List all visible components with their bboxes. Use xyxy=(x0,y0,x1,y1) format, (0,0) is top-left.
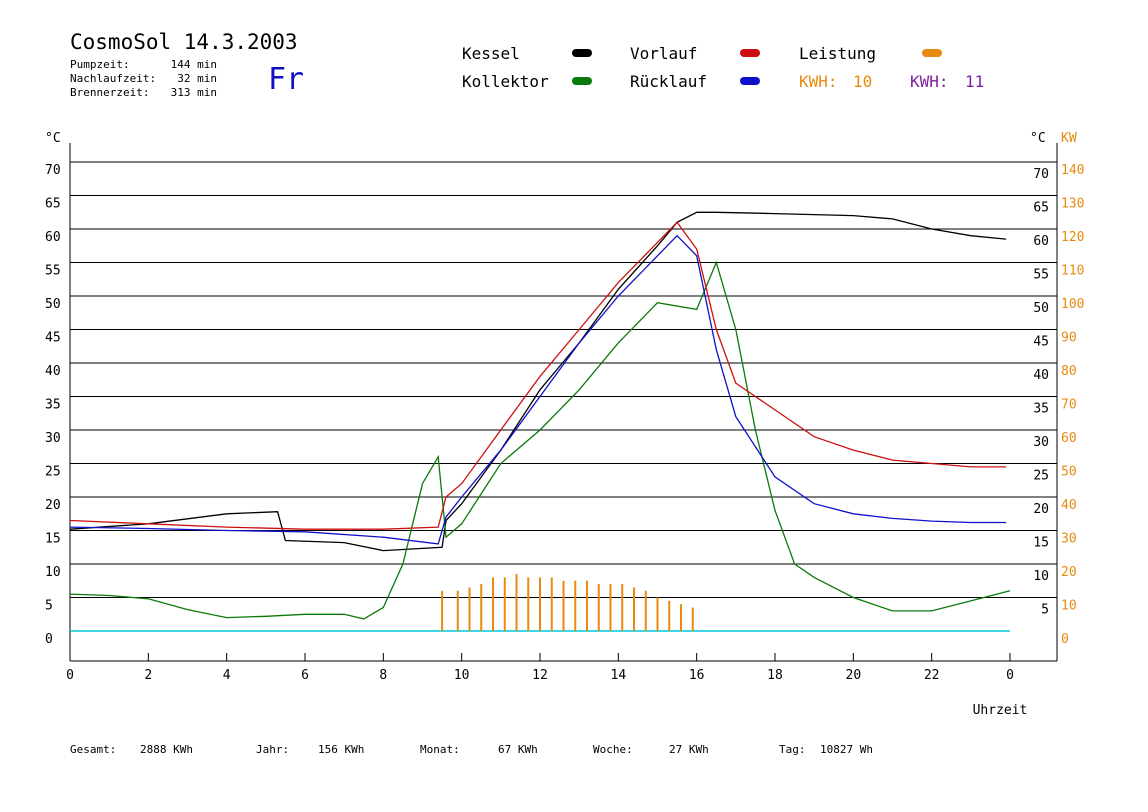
series-line-ruecklauf xyxy=(69,234,1007,545)
y-tick-power: 70 xyxy=(1061,398,1077,413)
legend-kessel-label: Kessel xyxy=(462,44,520,63)
series-line-kessel xyxy=(69,211,1007,552)
y-tick-left: 5 xyxy=(45,599,53,614)
y-tick-left: 15 xyxy=(45,532,61,547)
y-tick-right: 55 xyxy=(1033,268,1049,283)
legend-kwh1-value: 10 xyxy=(853,72,873,91)
y-tick-power: 130 xyxy=(1061,197,1084,212)
y-tick-left: 25 xyxy=(45,465,61,480)
y-tick-left: 35 xyxy=(45,398,61,413)
y-tick-power: 60 xyxy=(1061,431,1077,446)
legend-leistung-swatch xyxy=(922,49,942,57)
y-tick-right: 50 xyxy=(1033,301,1049,316)
series-line-kollektor xyxy=(69,260,1011,620)
x-tick-label: 16 xyxy=(689,668,705,683)
y-tick-left: 65 xyxy=(45,197,61,212)
footer-tag-label: Tag: xyxy=(779,743,806,756)
y-tick-right: 60 xyxy=(1033,234,1049,249)
x-tick-label: 6 xyxy=(301,668,309,683)
y-tick-right: 10 xyxy=(1033,569,1049,584)
y-tick-left: 0 xyxy=(45,632,53,647)
y-tick-left: 60 xyxy=(45,230,61,245)
x-tick-label: 12 xyxy=(532,668,548,683)
y-tick-right: 70 xyxy=(1033,167,1049,182)
x-tick-label: 22 xyxy=(924,668,940,683)
stat-value-pumpzeit: 144 min xyxy=(170,58,217,71)
footer-monat-label: Monat: xyxy=(420,743,460,756)
legend-ruecklauf-label: Rücklauf xyxy=(630,72,708,91)
footer-woche-label: Woche: xyxy=(593,743,633,756)
legend-kollektor-swatch xyxy=(572,77,592,85)
footer-gesamt-value: 2888 KWh xyxy=(140,743,193,756)
stat-value-brennerzeit: 313 min xyxy=(170,86,217,99)
x-tick-label: 10 xyxy=(454,668,470,683)
y-tick-right: 40 xyxy=(1033,368,1049,383)
y-tick-power: 0 xyxy=(1061,632,1069,647)
y-axis-unit-power: KW xyxy=(1061,131,1077,146)
legend-ruecklauf-swatch xyxy=(740,77,760,85)
stat-label-brennerzeit: Brennerzeit: xyxy=(70,86,150,99)
x-tick-label: 20 xyxy=(846,668,862,683)
y-tick-left: 20 xyxy=(45,498,61,513)
footer-monat-value: 67 KWh xyxy=(498,743,538,756)
y-tick-left: 40 xyxy=(45,364,61,379)
y-tick-left: 55 xyxy=(45,264,61,279)
legend-vorlauf-swatch xyxy=(740,49,760,57)
footer-jahr-label: Jahr: xyxy=(256,743,290,756)
x-tick-label: 14 xyxy=(611,668,627,683)
legend-kwh2-value: 11 xyxy=(965,72,985,91)
y-tick-right: 25 xyxy=(1033,469,1049,484)
stat-value-nachlaufzeit: 32 min xyxy=(177,72,217,85)
stat-label-nachlaufzeit: Nachlaufzeit: xyxy=(70,72,157,85)
legend-kollektor-label: Kollektor xyxy=(462,72,549,91)
y-tick-left: 30 xyxy=(45,431,61,446)
x-tick-label: 0 xyxy=(66,668,74,683)
y-tick-left: 70 xyxy=(45,163,61,178)
series-line-vorlauf xyxy=(69,221,1007,530)
y-tick-right: 35 xyxy=(1033,402,1049,417)
y-tick-right: 65 xyxy=(1033,201,1049,216)
y-tick-right: 20 xyxy=(1033,502,1049,517)
footer-tag-value: 10827 Wh xyxy=(820,743,873,756)
y-axis-unit-left: °C xyxy=(45,131,61,146)
y-tick-right: 45 xyxy=(1033,335,1049,350)
y-tick-power: 30 xyxy=(1061,532,1077,547)
y-tick-power: 80 xyxy=(1061,364,1077,379)
weekday-label: Fr xyxy=(268,62,305,97)
y-tick-left: 10 xyxy=(45,565,61,580)
y-tick-power: 50 xyxy=(1061,465,1077,480)
y-axis-unit-right: °C xyxy=(1030,131,1046,146)
legend-vorlauf-label: Vorlauf xyxy=(630,44,698,63)
y-tick-power: 120 xyxy=(1061,230,1084,245)
x-tick-label: 4 xyxy=(223,668,231,683)
footer-gesamt-label: Gesamt: xyxy=(70,743,117,756)
y-tick-power: 10 xyxy=(1061,599,1077,614)
x-tick-label: 0 xyxy=(1006,668,1014,683)
legend-leistung-label: Leistung xyxy=(799,44,877,63)
y-tick-right: 5 xyxy=(1041,603,1049,618)
y-tick-power: 110 xyxy=(1061,264,1084,279)
y-tick-left: 45 xyxy=(45,331,61,346)
y-tick-power: 90 xyxy=(1061,331,1077,346)
x-tick-label: 18 xyxy=(767,668,783,683)
footer-jahr-value: 156 KWh xyxy=(318,743,365,756)
x-tick-label: 2 xyxy=(144,668,152,683)
footer-woche-value: 27 KWh xyxy=(669,743,709,756)
y-tick-power: 40 xyxy=(1061,498,1077,513)
y-tick-power: 20 xyxy=(1061,565,1077,580)
y-tick-right: 30 xyxy=(1033,435,1049,450)
legend-kwh1-label: KWH: xyxy=(799,72,838,91)
y-tick-power: 140 xyxy=(1061,163,1084,178)
stat-label-pumpzeit: Pumpzeit: xyxy=(70,58,130,71)
y-tick-power: 100 xyxy=(1061,297,1084,312)
chart-title: CosmoSol 14.3.2003 xyxy=(70,30,298,54)
x-tick-label: 8 xyxy=(379,668,387,683)
legend-kwh2-label: KWH: xyxy=(910,72,949,91)
y-tick-right: 15 xyxy=(1033,536,1049,551)
x-axis-title: Uhrzeit xyxy=(973,703,1028,718)
y-tick-left: 50 xyxy=(45,297,61,312)
legend-kessel-swatch xyxy=(572,49,592,57)
